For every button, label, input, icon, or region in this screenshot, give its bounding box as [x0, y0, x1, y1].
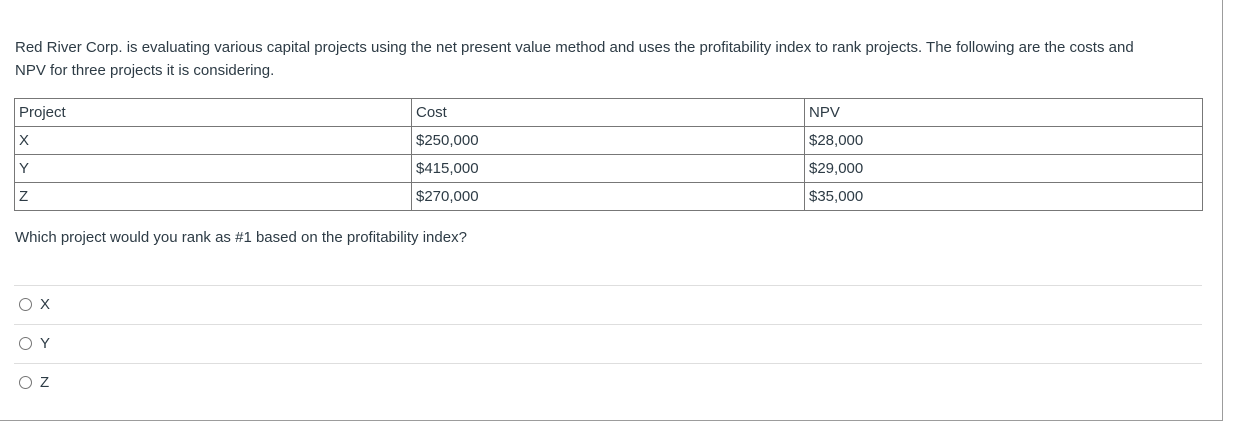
table-row: X $250,000 $28,000 [14, 126, 1203, 155]
option-label[interactable]: X [40, 296, 51, 313]
cell-project: X [14, 126, 412, 155]
cell-project: Z [14, 182, 412, 211]
question-body: Red River Corp. is evaluating various ca… [14, 37, 1203, 402]
table-row: Y $415,000 $29,000 [14, 154, 1203, 183]
cell-project: Y [14, 154, 412, 183]
table-header-row: Project Cost NPV [14, 98, 1203, 127]
column-header-project: Project [14, 98, 412, 127]
answer-options: X Y Z [14, 284, 1202, 402]
option-label[interactable]: Z [40, 374, 50, 391]
cell-npv: $35,000 [804, 182, 1203, 211]
table-row: Z $270,000 $35,000 [14, 182, 1203, 211]
radio-button-icon[interactable] [19, 376, 32, 389]
cell-npv: $28,000 [804, 126, 1203, 155]
column-header-cost: Cost [411, 98, 805, 127]
column-header-npv: NPV [804, 98, 1203, 127]
answer-option-z[interactable]: Z [14, 362, 1202, 402]
projects-table: Project Cost NPV X $250,000 $28,000 Y $4… [14, 98, 1203, 211]
radio-button-icon[interactable] [19, 298, 32, 311]
cell-cost: $270,000 [411, 182, 805, 211]
question-card [0, 0, 1223, 421]
answer-option-x[interactable]: X [14, 284, 1202, 324]
radio-button-icon[interactable] [19, 337, 32, 350]
intro-line-1: Red River Corp. is evaluating various ca… [15, 39, 1134, 56]
option-label[interactable]: Y [40, 335, 51, 352]
question-prompt: Which project would you rank as #1 based… [15, 229, 467, 246]
cell-npv: $29,000 [804, 154, 1203, 183]
question-intro: Red River Corp. is evaluating various ca… [14, 37, 1202, 82]
cell-cost: $415,000 [411, 154, 805, 183]
answer-option-y[interactable]: Y [14, 323, 1202, 363]
cell-cost: $250,000 [411, 126, 805, 155]
intro-line-2: NPV for three projects it is considering… [15, 61, 275, 79]
